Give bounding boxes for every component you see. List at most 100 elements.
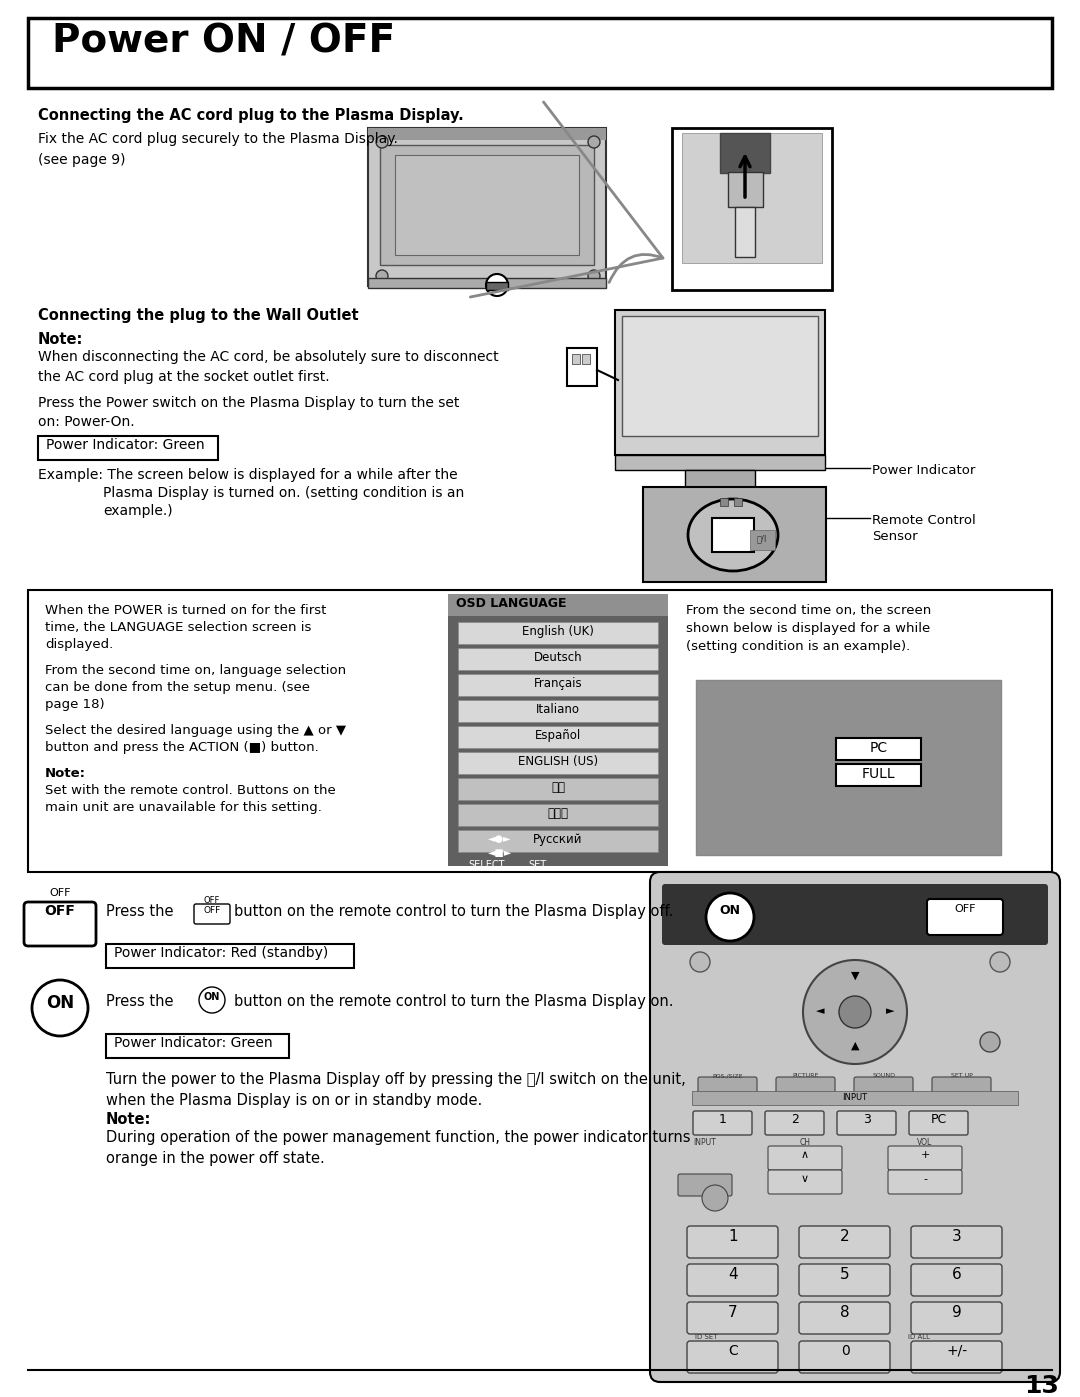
Bar xyxy=(448,594,669,616)
Text: can be done from the setup menu. (see: can be done from the setup menu. (see xyxy=(45,680,310,694)
FancyBboxPatch shape xyxy=(698,1077,757,1095)
Text: Power Indicator: Power Indicator xyxy=(872,464,975,476)
Text: 5: 5 xyxy=(840,1267,850,1282)
Text: Power Indicator: Green: Power Indicator: Green xyxy=(46,439,204,453)
Bar xyxy=(720,497,728,506)
FancyBboxPatch shape xyxy=(837,1111,896,1134)
Bar xyxy=(615,310,825,455)
Circle shape xyxy=(32,981,87,1037)
Text: ON: ON xyxy=(204,992,220,1002)
Text: ∨: ∨ xyxy=(801,1173,809,1185)
FancyBboxPatch shape xyxy=(927,900,1003,935)
Text: ▲: ▲ xyxy=(851,1041,860,1051)
FancyBboxPatch shape xyxy=(768,1146,842,1171)
Text: OSD LANGUAGE: OSD LANGUAGE xyxy=(456,597,567,610)
Text: 2: 2 xyxy=(840,1229,850,1243)
FancyBboxPatch shape xyxy=(687,1302,778,1334)
Text: VOL: VOL xyxy=(917,1139,933,1147)
Text: SET UP: SET UP xyxy=(951,1073,973,1078)
Text: PC: PC xyxy=(931,1113,947,1126)
Circle shape xyxy=(804,960,907,1065)
Bar xyxy=(672,129,832,291)
Text: Press the Power switch on the Plasma Display to turn the set
on: Power-On.: Press the Power switch on the Plasma Dis… xyxy=(38,395,459,429)
Circle shape xyxy=(486,274,508,296)
Text: English (UK): English (UK) xyxy=(522,624,594,638)
Bar xyxy=(458,622,658,644)
Text: ENGLISH (US): ENGLISH (US) xyxy=(518,754,598,768)
Text: OFF: OFF xyxy=(204,895,220,905)
Bar xyxy=(458,648,658,671)
Bar xyxy=(458,726,658,747)
Text: Fix the AC cord plug securely to the Plasma Display.
(see page 9): Fix the AC cord plug securely to the Pla… xyxy=(38,131,397,166)
Circle shape xyxy=(980,1032,1000,1052)
Text: From the second time on, the screen
shown below is displayed for a while
(settin: From the second time on, the screen show… xyxy=(686,604,931,652)
Bar xyxy=(692,1091,1018,1105)
Text: Italiano: Italiano xyxy=(536,703,580,717)
Bar xyxy=(106,1034,289,1058)
Bar xyxy=(395,155,579,256)
FancyBboxPatch shape xyxy=(768,1171,842,1194)
FancyBboxPatch shape xyxy=(932,1077,991,1095)
FancyBboxPatch shape xyxy=(693,1111,752,1134)
Text: 13: 13 xyxy=(1025,1375,1059,1397)
Bar xyxy=(582,353,590,365)
Circle shape xyxy=(588,136,600,148)
Circle shape xyxy=(690,951,710,972)
Text: FULL: FULL xyxy=(862,767,895,781)
Text: When disconnecting the AC cord, be absolutely sure to disconnect
the AC cord plu: When disconnecting the AC cord, be absol… xyxy=(38,351,499,384)
Text: Español: Español xyxy=(535,729,581,742)
Text: During operation of the power management function, the power indicator turns
ora: During operation of the power management… xyxy=(106,1130,690,1166)
Text: Connecting the AC cord plug to the Plasma Display.: Connecting the AC cord plug to the Plasm… xyxy=(38,108,463,123)
Text: POS./SIZE: POS./SIZE xyxy=(713,1073,743,1078)
FancyBboxPatch shape xyxy=(912,1341,1002,1373)
Ellipse shape xyxy=(688,499,778,571)
Text: Select the desired language using the ▲ or ▼: Select the desired language using the ▲ … xyxy=(45,724,346,738)
Bar xyxy=(681,133,822,263)
Text: Remote Control: Remote Control xyxy=(872,514,975,527)
Text: Note:: Note: xyxy=(106,1112,151,1127)
Bar xyxy=(368,278,606,288)
Bar xyxy=(106,944,354,968)
Text: ⏻/I: ⏻/I xyxy=(757,534,767,543)
Text: Power ON / OFF: Power ON / OFF xyxy=(52,22,395,60)
Circle shape xyxy=(376,136,388,148)
FancyBboxPatch shape xyxy=(194,904,230,923)
Bar xyxy=(458,673,658,696)
Bar xyxy=(567,348,597,386)
Text: OFF: OFF xyxy=(50,888,71,898)
Text: INPUT: INPUT xyxy=(842,1092,867,1102)
Circle shape xyxy=(702,1185,728,1211)
Text: When the POWER is turned on for the first: When the POWER is turned on for the firs… xyxy=(45,604,326,617)
Text: SET: SET xyxy=(528,861,546,870)
Text: -: - xyxy=(923,1173,927,1185)
Text: example.): example.) xyxy=(103,504,173,518)
Text: Français: Français xyxy=(534,678,582,690)
Bar xyxy=(458,778,658,800)
Text: OFF: OFF xyxy=(44,904,76,918)
FancyBboxPatch shape xyxy=(912,1302,1002,1334)
FancyBboxPatch shape xyxy=(765,1111,824,1134)
FancyBboxPatch shape xyxy=(687,1227,778,1259)
Text: Press the: Press the xyxy=(106,995,174,1009)
Text: time, the LANGUAGE selection screen is: time, the LANGUAGE selection screen is xyxy=(45,622,311,634)
Text: displayed.: displayed. xyxy=(45,638,113,651)
Circle shape xyxy=(839,996,870,1028)
Text: ON: ON xyxy=(719,904,741,916)
Text: Русский: Русский xyxy=(534,833,583,847)
Text: C: C xyxy=(728,1344,738,1358)
Text: Power Indicator: Green: Power Indicator: Green xyxy=(114,1037,272,1051)
FancyBboxPatch shape xyxy=(678,1173,732,1196)
Bar xyxy=(458,700,658,722)
FancyBboxPatch shape xyxy=(662,884,1048,944)
Text: OFF: OFF xyxy=(955,904,975,914)
Bar xyxy=(458,830,658,852)
Text: PC: PC xyxy=(869,740,888,754)
Bar xyxy=(486,282,508,291)
Bar xyxy=(750,529,775,550)
Bar xyxy=(380,145,594,265)
Bar xyxy=(38,436,218,460)
Text: ◄●►: ◄●► xyxy=(488,834,512,844)
Bar xyxy=(368,129,606,140)
Circle shape xyxy=(990,951,1010,972)
Circle shape xyxy=(199,988,225,1013)
